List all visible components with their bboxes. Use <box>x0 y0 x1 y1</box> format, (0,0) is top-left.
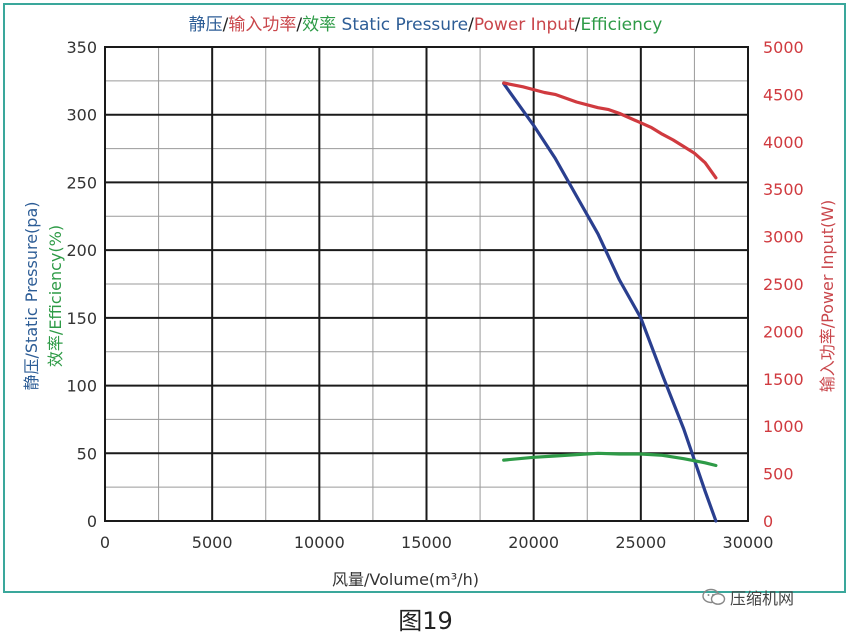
y-right-tick-label: 1000 <box>763 417 804 436</box>
static_pressure-line <box>502 81 718 523</box>
y-right-tick-label: 3500 <box>763 180 804 199</box>
x-tick-label: 30000 <box>723 533 774 552</box>
title-cn-static-pressure: 静压 <box>188 15 223 35</box>
x-axis-label-text: 风量/Volume(m³/h) <box>332 570 479 589</box>
y-right-tick-label: 3000 <box>763 228 804 247</box>
title-sep: / <box>222 15 229 35</box>
chart-title: 静压/输入功率/效率 Static Pressure/Power Input/E… <box>0 10 851 35</box>
chart-canvas: 0 5000 10000 15000 20000 25000 300000501001502… <box>66 38 803 552</box>
y-left-tick-label: 150 <box>66 309 97 328</box>
y-left-tick-label: 0 <box>87 512 97 531</box>
watermark-text: 压缩机网 <box>730 589 795 608</box>
x-tick-label: 0 <box>100 533 110 552</box>
y-left-tick-label: 350 <box>66 38 97 57</box>
x-tick-label: 25000 <box>615 533 666 552</box>
y-right-tick-label: 2000 <box>763 322 804 341</box>
y-right-tick-label: 0 <box>763 512 773 531</box>
tick-labels: 0 5000 10000 15000 20000 25000 300000501001502… <box>66 38 803 552</box>
title-sep: / <box>574 15 581 35</box>
x-axis-label: 风量/Volume(m³/h) <box>0 566 851 590</box>
left-axis-label: 静压/Static Pressure(pa) 效率/Efficiency(%) <box>18 202 66 391</box>
title-cn-efficiency: 效率 <box>302 15 337 35</box>
wechat-icon <box>702 588 726 605</box>
y-left-tick-label: 50 <box>77 444 97 463</box>
y-left-tick-label: 250 <box>66 173 97 192</box>
x-tick-label: 10000 <box>294 533 345 552</box>
title-en-static-pressure: Static Pressure <box>341 15 469 35</box>
power_input-line <box>502 81 718 180</box>
plot-border <box>104 46 749 522</box>
y-right-tick-label: 5000 <box>763 38 804 57</box>
y-right-tick-label: 4500 <box>763 85 804 104</box>
right-axis-label: 输入功率/Power Input(W) <box>818 199 837 393</box>
y-right-tick-label: 500 <box>763 465 794 484</box>
figure-caption: 图19 <box>398 607 453 635</box>
x-tick-label: 20000 <box>508 533 559 552</box>
y-left-tick-label: 100 <box>66 377 97 396</box>
title-en-power-input: Power Input <box>473 15 575 35</box>
efficiency-line <box>502 451 718 468</box>
title-sep: / <box>296 15 303 35</box>
title-en-efficiency: Efficiency <box>580 15 663 35</box>
x-tick-label: 15000 <box>401 533 452 552</box>
y-left-tick-label: 300 <box>66 106 97 125</box>
title-sep: / <box>468 15 474 35</box>
y-left-tick-label: 200 <box>66 241 97 260</box>
title-cn-power-input: 输入功率 <box>228 15 297 35</box>
x-tick-label: 5000 <box>192 533 233 552</box>
y-right-tick-label: 4000 <box>763 133 804 152</box>
y-right-tick-label: 2500 <box>763 275 804 294</box>
left-axis-label-efficiency: 效率/Efficiency(%) <box>46 224 65 368</box>
series-layer <box>502 81 718 523</box>
watermark: 压缩机网 <box>702 585 794 609</box>
left-axis-label-pressure: 静压/Static Pressure(pa) <box>22 201 41 391</box>
y-right-tick-label: 1500 <box>763 370 804 389</box>
